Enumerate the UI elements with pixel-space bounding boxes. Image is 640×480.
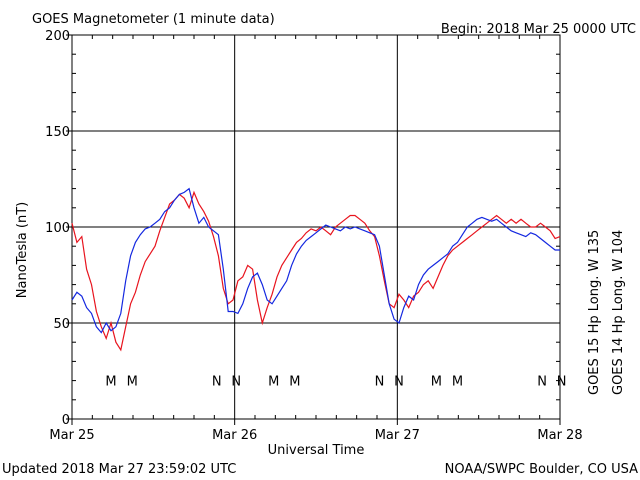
local-time-marker: N	[375, 375, 385, 390]
legend-goes15: GOES 15 Hp Long. W 135	[587, 230, 602, 395]
y-tick-label: 0	[62, 413, 70, 428]
series-group	[71, 187, 561, 352]
series-line-0	[71, 190, 561, 352]
footer-credit: NOAA/SWPC Boulder, CO USA	[445, 462, 638, 477]
x-tick-label: Mar 28	[537, 428, 582, 443]
y-tick-label: 100	[45, 221, 70, 236]
local-time-marker: M	[431, 375, 442, 390]
x-tick-label: Mar 25	[49, 428, 94, 443]
y-tick-label: 200	[45, 29, 70, 44]
local-time-marker: M	[289, 375, 300, 390]
local-time-marker: N	[231, 375, 241, 390]
legend-goes14: GOES 14 Hp Long. W 104	[611, 230, 626, 395]
x-tick-label: Mar 26	[212, 428, 257, 443]
grid	[72, 35, 560, 419]
local-time-marker: M	[105, 375, 116, 390]
local-time-marker: M	[452, 375, 463, 390]
chart-title: GOES Magnetometer (1 minute data)	[32, 12, 275, 27]
y-tick-label: 50	[53, 317, 70, 332]
local-time-marker: M	[268, 375, 279, 390]
local-time-marker: N	[394, 375, 404, 390]
local-time-marker: M	[127, 375, 138, 390]
ticks: 0 50 100 150 200 Mar 25 Mar 26 Mar 27 Mar 28	[45, 29, 582, 443]
local-time-marker: N	[537, 375, 547, 390]
x-axis-label: Universal Time	[268, 443, 365, 458]
begin-label: Begin: 2018 Mar 25 0000 UTC	[441, 22, 636, 37]
local-time-marker: N	[557, 375, 567, 390]
local-time-marker: N	[212, 375, 222, 390]
footer-updated: Updated 2018 Mar 27 23:59:02 UTC	[2, 462, 236, 477]
y-axis-label: NanoTesla (nT)	[15, 202, 30, 298]
x-tick-label: Mar 27	[375, 428, 420, 443]
series-line-1	[71, 187, 560, 334]
y-tick-label: 150	[45, 125, 70, 140]
